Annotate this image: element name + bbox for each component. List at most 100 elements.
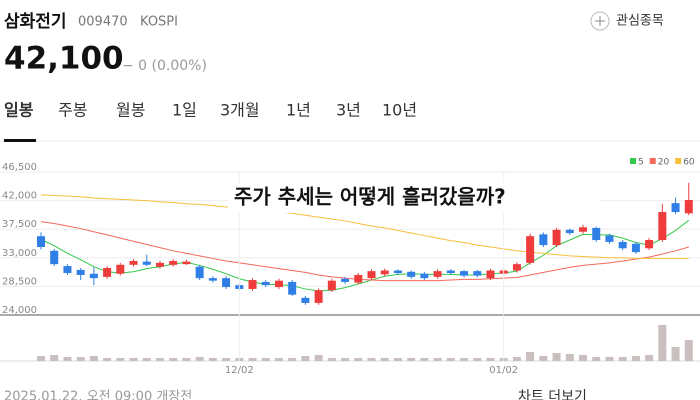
- watch-button[interactable]: 관심종목: [590, 11, 664, 31]
- candle-body: [565, 229, 574, 234]
- candle-body: [512, 264, 521, 271]
- candle-body: [367, 271, 376, 279]
- candle-body: [446, 270, 455, 274]
- volume-bar: [155, 358, 164, 361]
- y-tick-label: 37,500: [2, 219, 37, 230]
- tab[interactable]: 10년: [382, 101, 417, 120]
- candle-body: [592, 227, 601, 241]
- volume-bar: [512, 357, 521, 361]
- volume-bar: [433, 358, 442, 361]
- candle-body: [314, 290, 323, 303]
- volume-bar: [631, 356, 640, 361]
- candle-body: [579, 227, 588, 232]
- volume-bar: [327, 358, 336, 361]
- candle-body: [605, 235, 614, 242]
- candle-body: [142, 261, 151, 265]
- volume-bar: [671, 347, 680, 361]
- moving-average: [40, 194, 689, 259]
- watch-label[interactable]: 관심종목: [616, 14, 664, 29]
- stock-code: 009470: [78, 15, 128, 30]
- volume-bar: [89, 356, 98, 361]
- volume-bar: [592, 357, 601, 361]
- volume-bar: [486, 358, 495, 361]
- volume-bar: [195, 357, 204, 361]
- candle-body: [341, 278, 350, 282]
- volume-bar: [380, 358, 389, 361]
- volume-bar: [645, 355, 654, 361]
- candle-body: [222, 278, 231, 288]
- candle-body: [301, 297, 310, 303]
- volume-bar: [301, 356, 310, 361]
- volume-bar: [63, 357, 72, 361]
- candle-body: [274, 280, 283, 288]
- candle-body: [486, 270, 495, 279]
- tab[interactable]: 3개월: [220, 101, 260, 120]
- volume-bar: [142, 358, 151, 361]
- y-tick-label: 46,500: [2, 162, 37, 173]
- volume-bar: [684, 340, 693, 361]
- volume-bar: [248, 358, 257, 361]
- candle-body: [76, 269, 85, 275]
- candle-body: [407, 271, 416, 277]
- candle-body: [380, 270, 389, 275]
- volume-bar: [274, 358, 283, 361]
- plus-circle: [590, 11, 610, 31]
- candle-body: [393, 270, 402, 274]
- price: 42,100: [4, 41, 124, 77]
- volume-bar: [367, 358, 376, 361]
- volume-bar: [261, 358, 270, 361]
- volume-bar: [539, 356, 548, 361]
- volume-bar: [407, 358, 416, 361]
- more-link[interactable]: 차트 더보기: [518, 389, 587, 400]
- volume-bar: [129, 358, 138, 361]
- candle-body: [354, 274, 363, 283]
- candle-body: [618, 241, 627, 249]
- legend-label: 60: [683, 158, 695, 168]
- moving-average: [40, 221, 689, 282]
- tab[interactable]: 1년: [286, 101, 311, 120]
- chart: 46,500 42,000 37,500 33,000 28,500 24,000 5 20 6…: [0, 158, 700, 376]
- candle-body: [261, 281, 270, 286]
- volume-bar: [526, 352, 535, 361]
- candle-body: [526, 236, 535, 263]
- volume-bar: [103, 358, 112, 361]
- x-tick-label: 12/02: [225, 365, 254, 376]
- candle-body: [473, 271, 482, 276]
- volume-bar: [605, 357, 614, 361]
- volume-bar: [208, 358, 217, 361]
- candle-body: [195, 266, 204, 279]
- candle-body: [103, 267, 112, 277]
- candle-body: [539, 234, 548, 246]
- tab[interactable]: 일봉: [4, 101, 34, 120]
- tab[interactable]: 3년: [336, 101, 361, 120]
- moving-average: [40, 219, 690, 292]
- period-tabs: 일봉 주봉 월봉 1일 3개월 1년 3년 10년: [4, 101, 417, 120]
- volume-bar: [658, 325, 667, 361]
- candle-body: [327, 280, 336, 291]
- legend-label: 20: [658, 158, 670, 168]
- y-tick-label: 28,500: [2, 276, 37, 287]
- volume-bar: [460, 358, 469, 361]
- candle-body: [631, 243, 640, 253]
- candle-body: [89, 273, 98, 279]
- volume-bar: [354, 358, 363, 361]
- candle-body: [288, 281, 297, 295]
- y-tick-label: 24,000: [2, 305, 37, 316]
- volume-bar: [182, 358, 191, 361]
- candle-body: [552, 229, 561, 246]
- change: − 0 (0.00%): [122, 58, 207, 74]
- tab[interactable]: 주봉: [58, 101, 87, 120]
- legend-label: 5: [638, 158, 644, 168]
- candle-body: [658, 212, 667, 241]
- candle-body: [155, 262, 164, 267]
- volume-bar: [341, 358, 350, 361]
- candle-body: [460, 271, 469, 276]
- volume-bar: [446, 358, 455, 361]
- tab[interactable]: 1일: [172, 101, 197, 120]
- candle-body: [645, 240, 654, 249]
- y-tick-label: 42,000: [2, 191, 37, 202]
- tab[interactable]: 월봉: [116, 101, 145, 120]
- candle-body: [129, 260, 138, 265]
